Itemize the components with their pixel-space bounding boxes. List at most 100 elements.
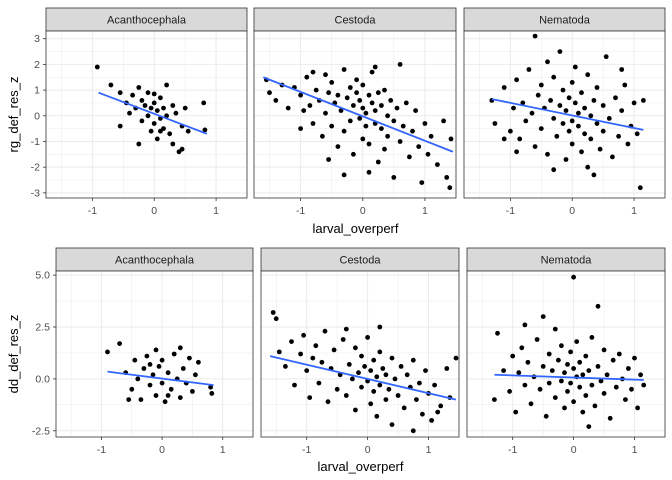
- data-point: [545, 59, 550, 65]
- data-point: [371, 389, 377, 394]
- data-point: [417, 380, 422, 386]
- data-point: [267, 90, 272, 96]
- data-point: [401, 405, 407, 411]
- data-point: [151, 121, 157, 126]
- data-point: [616, 351, 622, 357]
- y-tick-label: 0.0: [35, 373, 50, 385]
- data-point: [357, 116, 363, 121]
- y-axis-title: rg_def_res_z: [6, 77, 21, 153]
- data-point: [560, 87, 566, 93]
- data-point: [631, 100, 637, 106]
- data-point: [585, 164, 591, 170]
- data-point: [334, 386, 340, 392]
- data-point: [353, 345, 358, 351]
- data-point: [389, 355, 395, 361]
- data-point: [522, 382, 528, 388]
- data-point: [326, 90, 331, 96]
- x-tick-label: 0: [360, 205, 366, 217]
- data-point: [383, 397, 389, 402]
- data-point: [182, 105, 188, 111]
- data-point: [347, 118, 353, 124]
- data-point: [108, 82, 114, 88]
- data-point: [377, 349, 383, 355]
- facet-panel-cestoda: Cestoda -1 0 1: [253, 7, 457, 217]
- data-point: [410, 428, 416, 434]
- data-point: [320, 133, 325, 139]
- data-point: [170, 141, 176, 147]
- panel-background: [254, 31, 456, 198]
- data-point: [343, 326, 349, 332]
- data-point: [554, 133, 560, 139]
- data-point: [366, 169, 372, 175]
- x-tick-label: 1: [220, 444, 226, 456]
- data-point: [190, 389, 195, 394]
- x-tick-label: 1: [632, 444, 638, 456]
- data-point: [363, 123, 369, 129]
- data-point: [588, 113, 594, 119]
- data-point: [180, 366, 186, 371]
- data-point: [368, 368, 374, 373]
- data-point: [568, 380, 573, 386]
- panel-border: [260, 270, 460, 438]
- data-point: [298, 92, 303, 98]
- data-point: [625, 141, 631, 147]
- data-point: [168, 386, 174, 392]
- data-point: [353, 407, 358, 413]
- data-point: [577, 384, 583, 390]
- y-tick-label: 3: [34, 33, 40, 45]
- data-point: [310, 69, 316, 75]
- data-point: [135, 376, 141, 382]
- y-tick-label: 1: [34, 85, 40, 97]
- data-point: [545, 151, 550, 157]
- data-point: [307, 103, 313, 108]
- data-point: [571, 399, 576, 405]
- data-point: [619, 108, 625, 113]
- data-point: [552, 326, 558, 332]
- data-point: [298, 351, 303, 357]
- data-point: [566, 128, 572, 134]
- data-point: [338, 108, 344, 113]
- data-point: [576, 123, 581, 129]
- data-point: [583, 393, 589, 398]
- data-point: [579, 149, 584, 155]
- data-point: [162, 399, 168, 405]
- data-point: [156, 364, 162, 369]
- trend-line: [269, 355, 457, 401]
- data-point: [298, 126, 303, 131]
- facet-panel-acanthocephala: Acanthocephala -1 0 1: [45, 7, 248, 217]
- data-point: [356, 370, 361, 376]
- data-point: [341, 172, 347, 178]
- data-point: [448, 136, 454, 142]
- data-point: [117, 90, 123, 96]
- data-point: [410, 128, 415, 134]
- data-point: [385, 133, 390, 139]
- data-point: [159, 357, 165, 363]
- data-point: [389, 422, 395, 427]
- data-point: [552, 395, 558, 400]
- data-point: [425, 151, 431, 157]
- facet-strip-label: Cestoda: [335, 15, 377, 27]
- data-point: [407, 154, 412, 160]
- facet-strip-label: Nematoda: [539, 15, 591, 27]
- panel-border: [466, 270, 666, 438]
- data-point: [601, 391, 607, 396]
- data-point: [532, 33, 538, 39]
- data-point: [538, 126, 544, 131]
- x-tick-label: -1: [97, 444, 106, 456]
- data-point: [147, 382, 153, 388]
- data-point: [632, 355, 637, 361]
- data-point: [193, 372, 198, 378]
- data-point: [495, 330, 500, 336]
- data-point: [117, 341, 122, 346]
- data-point: [557, 103, 563, 108]
- data-point: [129, 386, 135, 392]
- x-tick-label: 0: [571, 444, 577, 456]
- data-point: [600, 128, 606, 134]
- data-point: [592, 403, 598, 409]
- data-point: [419, 180, 425, 186]
- data-point: [413, 108, 418, 113]
- data-point: [453, 355, 459, 361]
- data-point: [392, 376, 398, 382]
- data-point: [159, 380, 165, 386]
- data-point: [568, 349, 573, 355]
